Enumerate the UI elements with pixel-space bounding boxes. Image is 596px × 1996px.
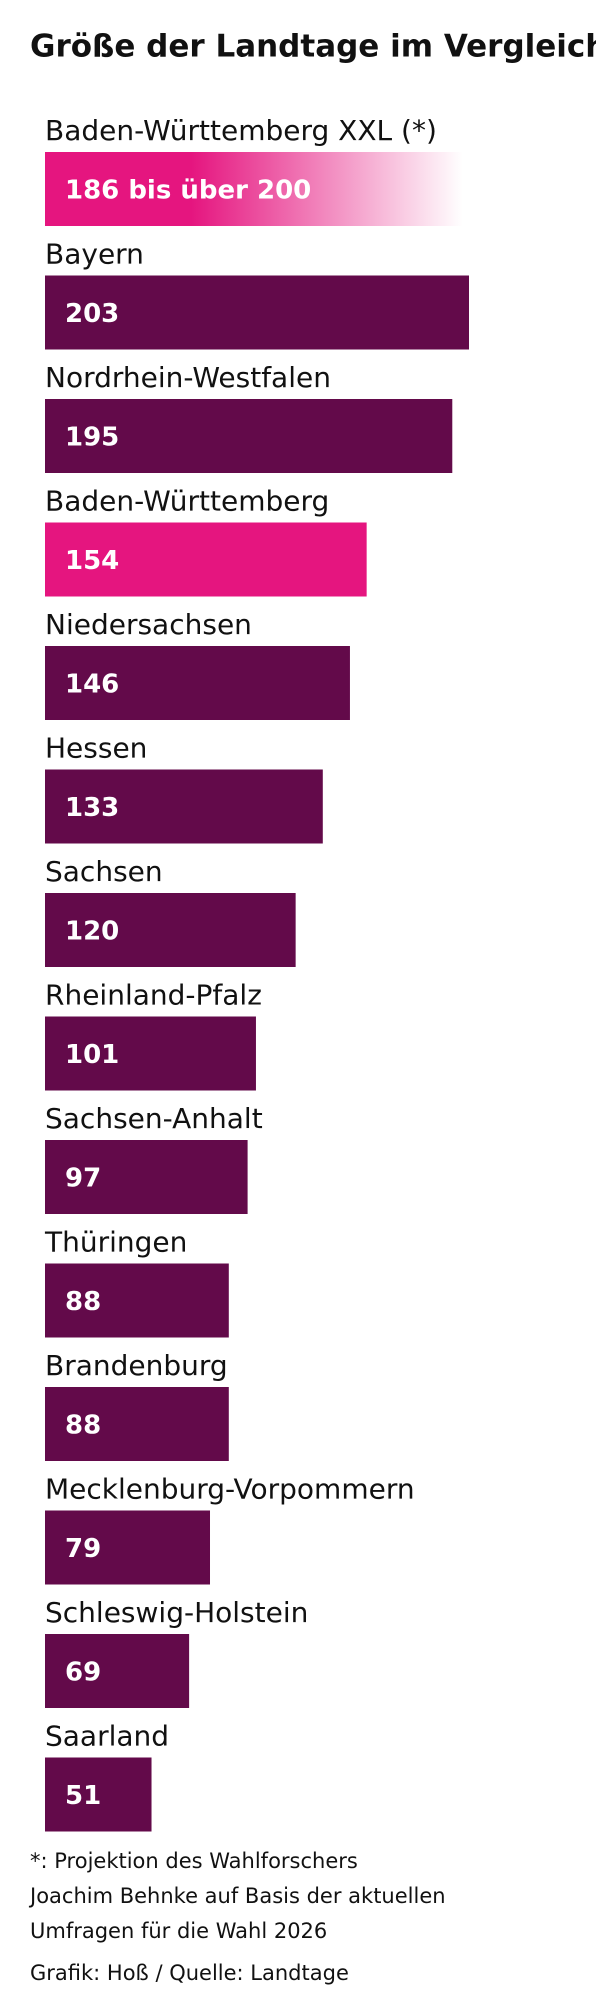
bar [45,1634,190,1708]
category-label: Saarland [45,1720,169,1753]
bar [45,152,463,226]
footnote: Joachim Behnke auf Basis der aktuellen [28,1884,446,1908]
category-label: Mecklenburg-Vorpommern [45,1473,415,1506]
value-label: 101 [65,1040,119,1070]
value-label: 88 [65,1287,101,1317]
chart-title: Größe der Landtage im Vergleich [30,29,596,65]
value-label: 79 [65,1534,101,1564]
bar [45,769,323,844]
category-label: Thüringen [44,1226,187,1259]
bar [45,646,350,720]
bar [45,1757,152,1832]
bar [45,275,469,350]
value-label: 186 bis über 200 [65,176,311,206]
bar [45,1510,211,1585]
category-label: Bayern [45,238,144,271]
category-label: Sachsen-Anhalt [45,1102,263,1135]
bar [45,399,453,473]
bar [45,1140,248,1214]
category-label: Baden-Württemberg [45,485,329,518]
category-label: Nordrhein-Westfalen [45,361,331,394]
value-label: 133 [65,793,119,823]
bar [45,1263,229,1338]
value-label: 97 [65,1164,101,1194]
category-label: Hessen [45,732,147,765]
category-label: Schleswig-Holstein [45,1596,308,1629]
bar [45,893,296,967]
value-label: 146 [65,670,119,700]
bar [45,1387,229,1461]
value-label: 51 [65,1781,101,1811]
footnote: Umfragen für die Wahl 2026 [30,1919,327,1943]
category-label: Rheinland-Pfalz [45,979,262,1012]
value-label: 203 [65,299,119,329]
value-label: 154 [65,546,119,576]
value-label: 120 [65,917,119,947]
value-label: 195 [65,423,119,453]
footnote: *: Projektion des Wahlforschers [30,1849,358,1873]
category-label: Sachsen [45,855,163,888]
category-label: Brandenburg [45,1349,228,1382]
bar [45,522,367,597]
value-label: 69 [65,1658,101,1688]
source: Grafik: Hoß / Quelle: Landtage [30,1961,349,1985]
value-label: 88 [65,1411,101,1441]
category-label: Niedersachsen [45,608,252,641]
category-label: Baden-Württemberg XXL (*) [45,114,437,147]
bar [45,1016,256,1091]
